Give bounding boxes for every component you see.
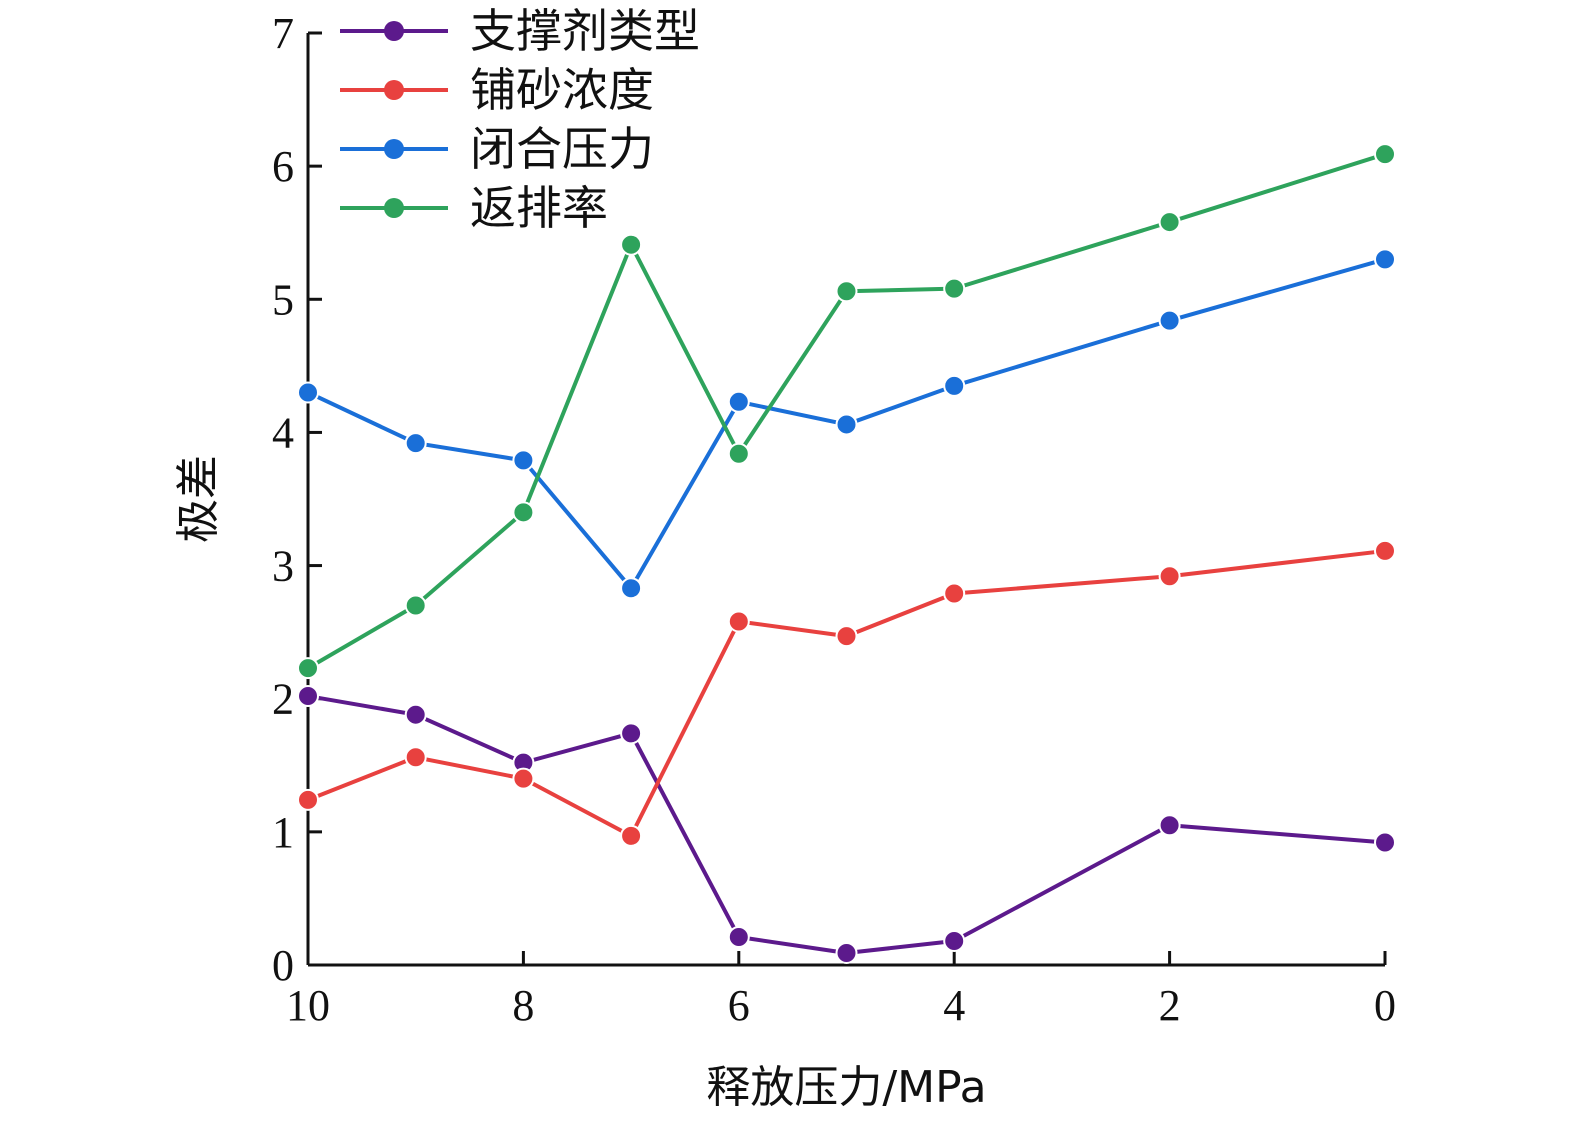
data-point — [943, 277, 966, 300]
legend-item: 支撑剂类型 — [340, 4, 700, 58]
legend-item: 返排率 — [340, 181, 608, 235]
series-1 — [297, 685, 1396, 965]
data-point — [727, 610, 750, 633]
y-tick-label: 5 — [272, 275, 294, 324]
y-tick-label: 7 — [272, 9, 294, 58]
data-point — [512, 449, 535, 472]
y-axis-ticks: 0 1 2 3 4 5 6 7 — [272, 9, 322, 990]
data-point — [404, 594, 427, 617]
data-point — [404, 746, 427, 769]
data-point — [1374, 831, 1396, 854]
series-4 — [297, 143, 1396, 680]
data-point — [1158, 565, 1181, 588]
data-point — [943, 582, 966, 605]
x-axis-ticks: 10 8 6 4 2 0 — [286, 951, 1396, 1030]
data-point — [1158, 309, 1181, 332]
data-point — [512, 767, 535, 790]
y-tick-label: 0 — [272, 941, 294, 990]
x-tick-label: 2 — [1159, 981, 1181, 1030]
x-tick-label: 0 — [1374, 981, 1396, 1030]
data-point — [620, 577, 643, 600]
data-point — [1374, 143, 1396, 166]
y-tick-label: 6 — [272, 142, 294, 191]
data-point — [512, 501, 535, 524]
data-point — [835, 413, 858, 436]
data-point — [835, 280, 858, 303]
data-point — [727, 390, 750, 413]
data-point — [1158, 814, 1181, 837]
legend-marker — [384, 21, 404, 41]
x-tick-label: 6 — [728, 981, 750, 1030]
legend-marker — [384, 139, 404, 159]
data-point — [943, 930, 966, 953]
data-point — [727, 442, 750, 465]
x-tick-label: 10 — [286, 981, 330, 1030]
x-tick-label: 4 — [943, 981, 965, 1030]
x-tick-label: 8 — [512, 981, 534, 1030]
legend-label: 铺砂浓度 — [470, 63, 654, 117]
series-3 — [297, 248, 1396, 600]
legend-item: 闭合压力 — [340, 122, 654, 176]
legend-label: 闭合压力 — [470, 122, 654, 176]
data-point — [297, 381, 319, 404]
y-tick-label: 2 — [272, 675, 294, 724]
data-point — [620, 233, 643, 256]
data-point — [297, 788, 319, 811]
data-point — [943, 374, 966, 397]
series-line — [307, 548, 1386, 838]
data-point — [1158, 211, 1181, 234]
legend-marker — [384, 198, 404, 218]
data-point — [620, 824, 643, 847]
legend-label: 支撑剂类型 — [470, 4, 700, 58]
data-point — [835, 942, 858, 965]
data-point — [404, 432, 427, 455]
x-axis-title: 释放压力/MPa — [706, 1062, 986, 1113]
series-line — [307, 694, 1386, 956]
series-2 — [297, 539, 1396, 847]
data-point — [727, 926, 750, 949]
legend-marker — [384, 80, 404, 100]
data-point — [297, 685, 319, 708]
y-tick-label: 1 — [272, 808, 294, 857]
data-point — [297, 657, 319, 680]
data-point — [404, 703, 427, 726]
legend-label: 返排率 — [470, 181, 608, 235]
y-tick-label: 3 — [272, 542, 294, 591]
data-point — [1374, 539, 1396, 562]
data-point — [620, 722, 643, 745]
y-axis-title: 极差 — [173, 455, 224, 543]
data-point — [1374, 248, 1396, 271]
series-layer — [297, 143, 1396, 965]
y-tick-label: 4 — [272, 408, 294, 457]
legend-item: 铺砂浓度 — [340, 63, 654, 117]
data-point — [835, 625, 858, 648]
